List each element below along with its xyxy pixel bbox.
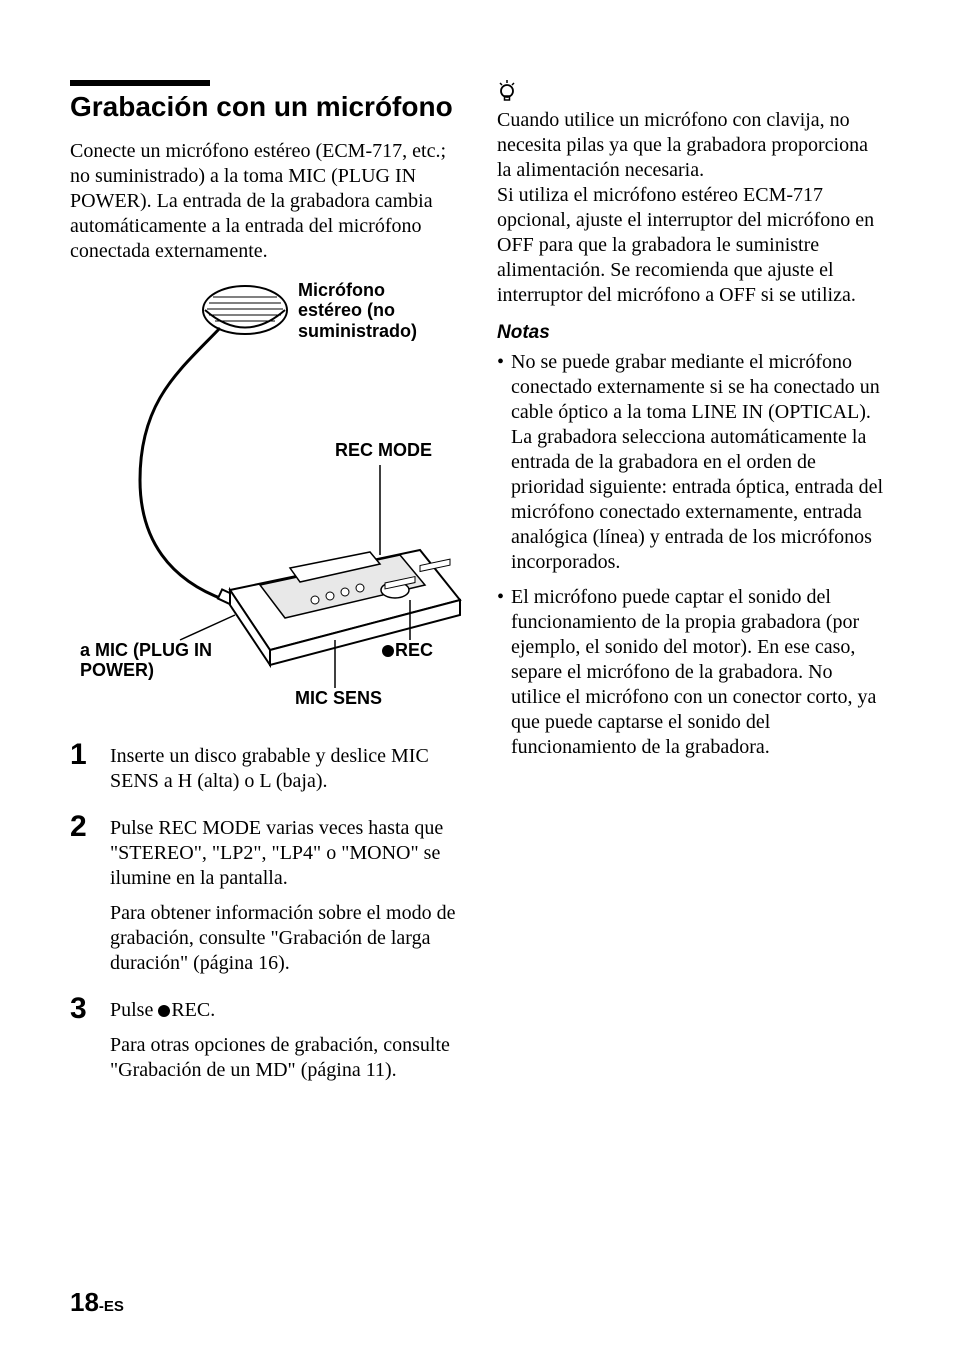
section-title: Grabación con un micrófono xyxy=(70,92,457,123)
tip-paragraph-1: Cuando utilice un micrófono con clavija,… xyxy=(497,108,884,183)
notes-heading: Notas xyxy=(497,322,884,344)
step-body: Pulse REC. Para otras opciones de grabac… xyxy=(110,994,457,1083)
fig-label-recmode: REC MODE xyxy=(335,440,432,461)
step-number: 1 xyxy=(70,740,98,794)
step-text: Pulse REC. xyxy=(110,998,457,1023)
fig-label-rec: REC xyxy=(382,640,433,661)
left-column: Grabación con un micrófono Conecte un mi… xyxy=(70,80,457,1101)
note-item: El micrófono puede captar el sonido del … xyxy=(497,585,884,760)
step-3: 3 Pulse REC. Para otras opciones de grab… xyxy=(70,994,457,1083)
step-body: Inserte un disco grabable y deslice MIC … xyxy=(110,740,457,794)
figure: Micrófono estéreo (no suministrado) REC … xyxy=(70,280,457,710)
step-text: Pulse REC MODE varias veces hasta que "S… xyxy=(110,816,457,891)
step-2: 2 Pulse REC MODE varias veces hasta que … xyxy=(70,812,457,976)
tip-icon xyxy=(497,80,884,106)
steps-list: 1 Inserte un disco grabable y deslice MI… xyxy=(70,740,457,1083)
title-rule xyxy=(70,80,210,86)
step-body: Pulse REC MODE varias veces hasta que "S… xyxy=(110,812,457,976)
step-1: 1 Inserte un disco grabable y deslice MI… xyxy=(70,740,457,794)
step-text: Para obtener información sobre el modo d… xyxy=(110,901,457,976)
fig-label-mic: Micrófono estéreo (no suministrado) xyxy=(298,280,448,342)
step-number: 3 xyxy=(70,994,98,1083)
intro-paragraph: Conecte un micrófono estéreo (ECM-717, e… xyxy=(70,139,457,264)
note-item: No se puede grabar mediante el micrófono… xyxy=(497,350,884,575)
rec-dot-icon xyxy=(382,645,394,657)
right-column: Cuando utilice un micrófono con clavija,… xyxy=(497,80,884,1101)
tip-paragraph-2: Si utiliza el micrófono estéreo ECM-717 … xyxy=(497,183,884,308)
fig-label-micsens: MIC SENS xyxy=(295,688,382,709)
page-number-suffix: -ES xyxy=(99,1298,124,1315)
notes-list: No se puede grabar mediante el micrófono… xyxy=(497,350,884,760)
step-text: Para otras opciones de grabación, consul… xyxy=(110,1033,457,1083)
page-number-main: 18 xyxy=(70,1287,99,1317)
fig-label-rec-text: REC xyxy=(395,640,433,660)
step-text: Inserte un disco grabable y deslice MIC … xyxy=(110,744,457,794)
fig-label-micjack: a MIC (PLUG IN POWER) xyxy=(80,640,240,681)
step-number: 2 xyxy=(70,812,98,976)
rec-dot-icon xyxy=(158,1005,170,1017)
page-number: 18-ES xyxy=(70,1287,124,1318)
